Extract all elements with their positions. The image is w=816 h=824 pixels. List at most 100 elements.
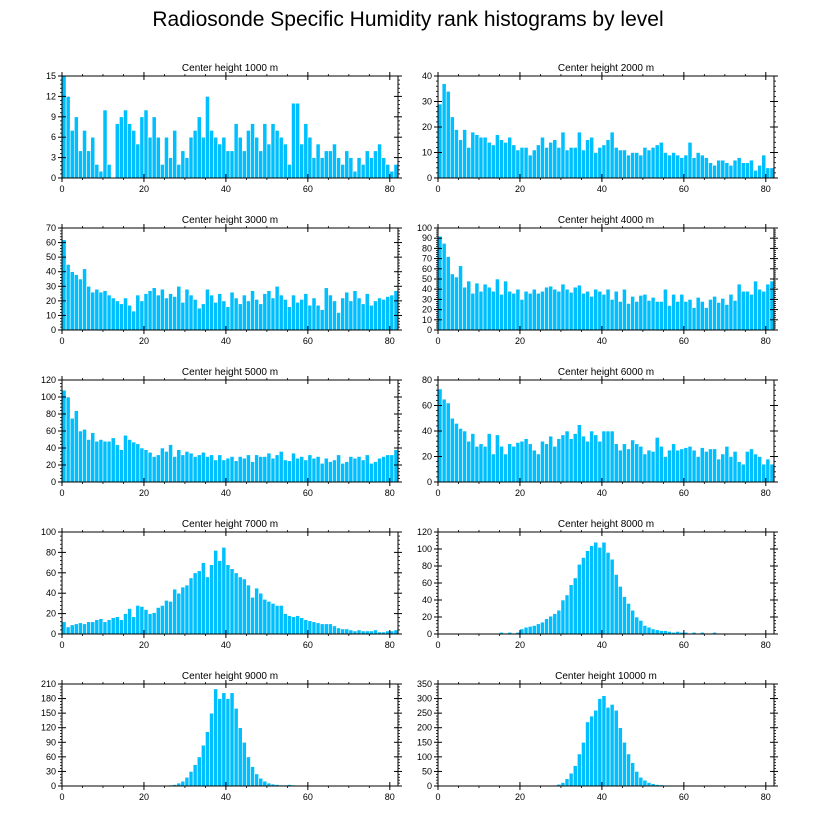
panel-7-bar [73, 623, 79, 635]
panel-1-bar [287, 164, 292, 179]
panel-1-bar [168, 157, 173, 179]
panel-7-ytick-label: 40 [46, 588, 56, 598]
panel-10-xtick-label: 0 [435, 792, 440, 802]
panel-2-bar [720, 159, 726, 179]
panel-8-xtick-label: 60 [679, 640, 689, 650]
panel-3-bar [385, 296, 391, 331]
panel-3-bar [168, 293, 173, 331]
panel-8-bar [527, 626, 533, 635]
panel-1-bar [393, 164, 399, 179]
panel-8-bar [536, 623, 541, 635]
panel-5-ytick-label: 120 [41, 375, 56, 385]
panel-7-bar [184, 584, 190, 635]
panel-4-bar [564, 288, 570, 331]
panel-9-bar [246, 756, 251, 787]
panel-3-bar [114, 300, 120, 331]
panel-5-bar [250, 461, 255, 483]
panel-7-xtick-label: 80 [385, 640, 395, 650]
panel-4-bar [671, 293, 676, 331]
panel-5-bar [73, 410, 79, 483]
panel-5-bar [340, 462, 346, 483]
panel-7-bar [94, 619, 100, 635]
panel-6-bar [769, 463, 775, 483]
panel-8-bar [601, 541, 607, 635]
panel-4-bar [626, 303, 631, 331]
panel-6-bar [536, 453, 541, 483]
panel-1-bar [377, 143, 382, 179]
panel-10-bar [622, 741, 627, 787]
panel-5-bar [323, 457, 329, 483]
panel-3-bar [369, 304, 374, 331]
panel-1-bar [172, 130, 178, 179]
panel-10-xtick-label: 80 [761, 792, 771, 802]
panel-1-bar [303, 123, 309, 179]
panel-8-bar [658, 630, 664, 635]
panel-3-bar [131, 310, 137, 331]
panel-8-ytick-label: 100 [417, 544, 432, 554]
panel-2-ytick-label: 10 [422, 148, 432, 158]
panel-1-bar [274, 130, 280, 179]
panel-6-bar [757, 456, 763, 483]
panel-4-bar [437, 235, 443, 331]
panel-9-ytick-label: 60 [46, 752, 56, 762]
panel-7-title: Center height 7000 m [182, 519, 278, 530]
panel-8-bar [617, 586, 623, 635]
panel-1-title: Center height 1000 m [182, 63, 278, 74]
panel-2-title: Center height 2000 m [558, 63, 654, 74]
panel-8-bar [634, 616, 640, 635]
panel-4-bar [531, 288, 537, 331]
panel-2-bar [630, 152, 635, 179]
panel-2-bar [437, 103, 443, 179]
panel-6-bar [531, 449, 537, 483]
panel-10-bar [601, 695, 607, 787]
panel-2-bar [769, 167, 775, 179]
panel-2-bar [577, 131, 582, 179]
panel-5-bar [393, 449, 399, 483]
panel-2-bar [724, 162, 730, 179]
panel-1-bar [356, 157, 362, 179]
panel-10-bar [605, 707, 611, 787]
panel-4-bar [761, 290, 767, 331]
panel-1-bar [61, 75, 67, 179]
panel-5-xtick-label: 20 [139, 488, 149, 498]
panel-9-ytick-label: 90 [46, 737, 56, 747]
panel-4-bar [519, 299, 525, 331]
panel-1-bar [319, 157, 325, 179]
panel-7-bar [90, 621, 96, 635]
panel-4-xtick-label: 0 [435, 336, 440, 346]
panel-10-bar [617, 727, 623, 787]
panel-7-bar [192, 572, 198, 635]
panel-2-bar [699, 154, 705, 179]
panel-10-ytick-label: 50 [422, 766, 432, 776]
panel-9-frame [61, 683, 399, 787]
panel-6-bar [589, 430, 595, 483]
panel-1-bar [123, 109, 128, 179]
panel-9-bar [184, 776, 190, 787]
panel-5-bar [332, 459, 337, 483]
panel-6-bar [712, 448, 717, 483]
panel-1-bar [192, 130, 198, 179]
panel-7-bar [180, 586, 186, 635]
panel-2-ytick-label: 20 [422, 122, 432, 132]
panel-10-ytick-label: 0 [427, 781, 432, 791]
panel-6-xtick-label: 60 [679, 488, 689, 498]
panel-5-bar [303, 459, 309, 483]
panel-3-bar [217, 293, 223, 331]
panel-1-bar [119, 116, 124, 179]
panel-2-bar [683, 154, 689, 179]
panel-1-bar [328, 150, 333, 179]
panel-4-bar [753, 280, 758, 331]
panel-5-bar [377, 457, 382, 483]
panel-8-bar [556, 609, 562, 635]
panel-3-bar [73, 274, 79, 331]
panel-4-bar [716, 302, 722, 331]
panel-3-bar [307, 304, 313, 331]
panel-4-ytick-label: 80 [422, 243, 432, 253]
panel-8-bar [544, 618, 549, 635]
panel-5-bar [319, 462, 325, 483]
panel-3-bar [94, 288, 100, 331]
panel-7-ytick-label: 60 [46, 568, 56, 578]
panel-5-bar [188, 452, 194, 483]
panel-8-bar [531, 625, 537, 635]
panel-5-bar [119, 449, 124, 483]
